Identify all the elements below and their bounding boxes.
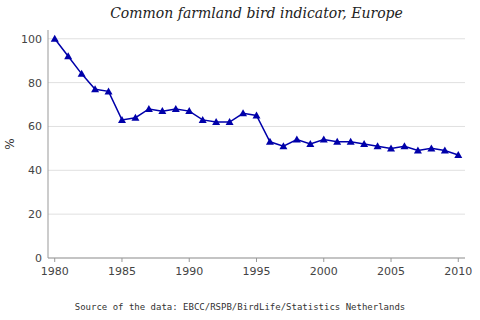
y-tick-label: 40 [28, 164, 42, 177]
marker [199, 116, 207, 123]
y-axis-label: % [3, 138, 17, 149]
y-tick-label: 60 [28, 120, 42, 133]
marker [51, 35, 59, 42]
marker [454, 151, 462, 158]
marker [172, 105, 180, 112]
y-tick-label: 100 [21, 33, 42, 46]
x-tick [121, 258, 122, 262]
grid-line [48, 214, 465, 215]
y-tick-label: 20 [28, 208, 42, 221]
marker [226, 118, 234, 125]
marker [441, 147, 449, 154]
marker [374, 142, 382, 149]
title: Common farmland bird indicator, Europe [110, 5, 403, 21]
marker [145, 105, 153, 112]
x-tick [391, 258, 392, 262]
y-axis-line [48, 30, 49, 258]
plot-data [51, 35, 463, 158]
marker [239, 109, 247, 116]
marker [347, 138, 355, 145]
x-tick-label: 1995 [243, 265, 271, 278]
x-tick-label: 1980 [41, 265, 69, 278]
x-tick-label: 2000 [310, 265, 338, 278]
x-tick [256, 258, 257, 262]
x-tick [458, 258, 459, 262]
marker [64, 52, 72, 59]
x-tick-label: 2010 [444, 265, 472, 278]
marker [387, 144, 395, 151]
marker [360, 140, 368, 147]
grid-line [48, 82, 465, 83]
marker [266, 138, 274, 145]
marker [320, 136, 328, 143]
grid-line [48, 38, 465, 39]
line [55, 39, 459, 155]
y-tick-label: 0 [35, 252, 42, 265]
marker [333, 138, 341, 145]
x-tick [189, 258, 190, 262]
marker [279, 142, 287, 149]
marker [185, 107, 193, 114]
marker [253, 112, 261, 119]
grid-line [48, 170, 465, 171]
marker [158, 107, 166, 114]
marker [306, 140, 314, 147]
y-tick-label: 80 [28, 77, 42, 90]
chart: 0 20 40 60 80 100 1980 1985 1990 1995 2000 2005 2010… [0, 0, 480, 320]
marker [293, 136, 301, 143]
marker [78, 70, 86, 77]
x-tick [54, 258, 55, 262]
marker [131, 114, 139, 121]
grid-line [48, 126, 465, 127]
x-tick-label: 2005 [377, 265, 405, 278]
marker [414, 147, 422, 154]
marker [118, 116, 126, 123]
x-tick [323, 258, 324, 262]
marker [91, 85, 99, 92]
marker [400, 142, 408, 149]
x-tick-label: 1985 [108, 265, 136, 278]
marker [105, 87, 113, 94]
x-tick-label: 1990 [175, 265, 203, 278]
marker [212, 118, 220, 125]
marker [427, 144, 435, 151]
annotation: Source of the data: EBCC/RSPB/BirdLife/S… [75, 302, 406, 312]
